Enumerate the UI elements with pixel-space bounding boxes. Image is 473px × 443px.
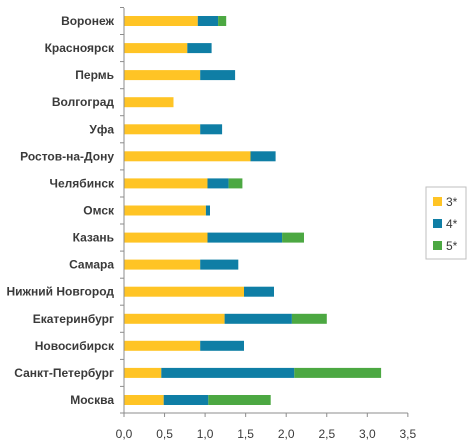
bar-segment-3star xyxy=(124,232,208,243)
x-tick-labels: 0,0 0,5 1,0 1,5 2,0 2,5 3,0 3,5 xyxy=(116,427,417,441)
category-label: Омск xyxy=(83,204,115,218)
bar-segment-5star xyxy=(228,178,243,189)
category-label: Самара xyxy=(69,258,114,272)
bar-segment-4star xyxy=(200,70,236,81)
bar-segment-4star xyxy=(200,124,223,135)
bar-segment-4star xyxy=(200,259,239,270)
bar-segment-3star xyxy=(124,178,208,189)
legend: 3* 4* 5* xyxy=(425,186,467,260)
legend-swatch xyxy=(433,241,442,250)
category-label: Новосибирск xyxy=(35,339,115,353)
bar-segment-4star xyxy=(207,232,283,243)
bar-segment-3star xyxy=(124,151,251,162)
x-tick-label: 0,5 xyxy=(156,427,173,441)
bar-segment-3star xyxy=(124,43,188,54)
bar-segment-4star xyxy=(161,367,295,378)
bar-segment-4star xyxy=(224,313,292,324)
category-label: Красноярск xyxy=(45,41,115,55)
category-label: Нижний Новгород xyxy=(6,285,114,299)
bar-segment-5star xyxy=(291,313,327,324)
bars-layer xyxy=(124,16,382,405)
bar-segment-3star xyxy=(124,259,201,270)
x-tick-label: 1,0 xyxy=(197,427,214,441)
category-label: Ростов-на-Дону xyxy=(20,149,114,163)
bar-segment-4star xyxy=(205,205,210,216)
category-label: Пермь xyxy=(75,68,114,82)
bar-segment-3star xyxy=(124,205,206,216)
bar-segment-5star xyxy=(208,395,271,405)
bar-segment-3star xyxy=(124,286,244,297)
legend-swatch xyxy=(433,197,442,206)
legend-label: 4* xyxy=(446,217,458,231)
x-tick-label: 3,5 xyxy=(399,427,416,441)
legend-label: 3* xyxy=(446,195,458,209)
bar-segment-3star xyxy=(124,367,162,378)
bar-segment-4star xyxy=(187,43,212,54)
bar-segment-4star xyxy=(197,16,219,26)
axes xyxy=(120,7,409,417)
category-labels: Воронеж Красноярск Пермь Волгоград Уфа Ростов… xyxy=(6,14,115,407)
category-label: Екатеринбург xyxy=(33,312,114,326)
bar-segment-3star xyxy=(124,97,174,108)
x-tick-label: 2,0 xyxy=(278,427,295,441)
bar-segment-3star xyxy=(124,395,164,405)
bar-segment-4star xyxy=(244,286,274,297)
bar-segment-5star xyxy=(294,367,382,378)
bar-segment-4star xyxy=(250,151,276,162)
category-label: Санкт-Петербург xyxy=(14,366,114,380)
category-label: Волгоград xyxy=(52,95,114,109)
category-label: Воронеж xyxy=(61,14,114,28)
bar-segment-4star xyxy=(163,395,209,405)
bar-segment-5star xyxy=(282,232,304,243)
bar-segment-4star xyxy=(207,178,229,189)
x-tick-label: 2,5 xyxy=(318,427,335,441)
x-tick-label: 0,0 xyxy=(116,427,133,441)
bar-segment-3star xyxy=(124,16,198,26)
bar-segment-3star xyxy=(124,124,201,135)
category-label: Челябинск xyxy=(50,176,115,190)
x-tick-label: 3,0 xyxy=(359,427,376,441)
bar-segment-3star xyxy=(124,70,201,81)
category-label: Москва xyxy=(70,393,114,407)
legend-label: 5* xyxy=(446,239,458,253)
legend-box xyxy=(425,186,467,260)
category-label: Уфа xyxy=(89,122,114,136)
bar-segment-3star xyxy=(124,313,225,324)
x-tick-label: 1,5 xyxy=(237,427,254,441)
bar-segment-5star xyxy=(218,16,227,26)
category-label: Казань xyxy=(73,231,114,245)
legend-swatch xyxy=(433,219,442,228)
bar-segment-3star xyxy=(124,340,201,351)
bar-segment-4star xyxy=(200,340,244,351)
